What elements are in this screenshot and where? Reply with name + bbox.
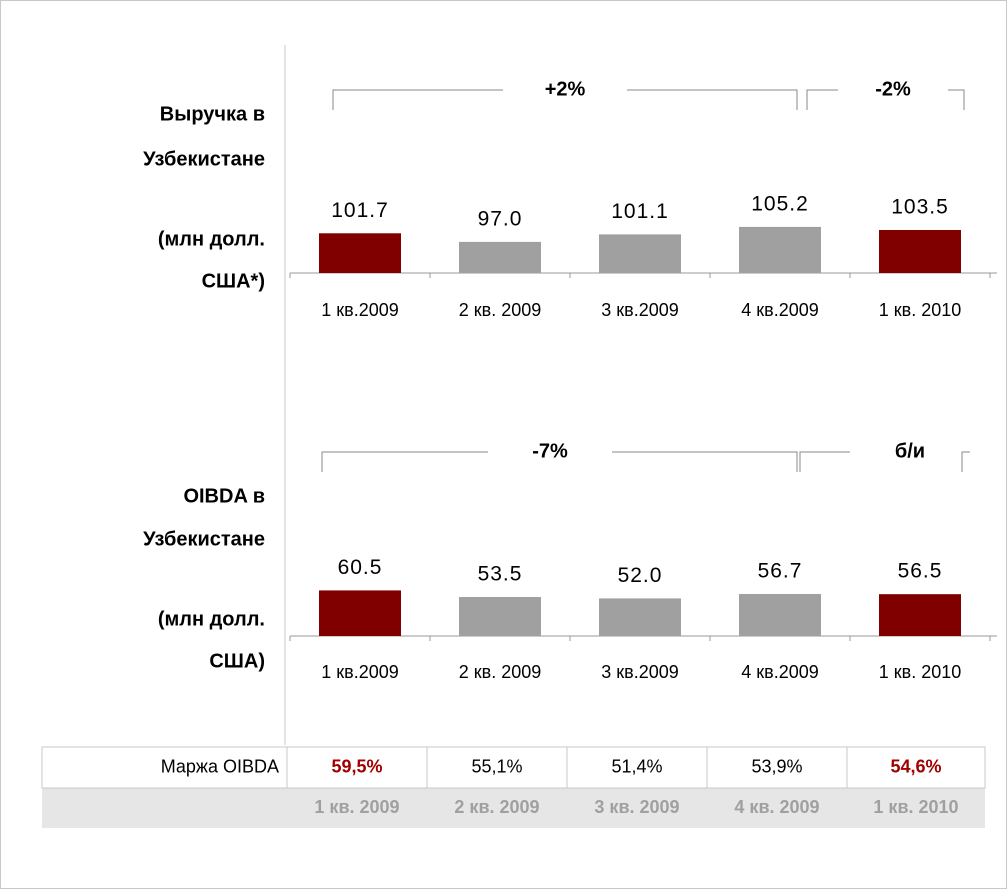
table-text: 51,4% [611, 756, 662, 776]
bracket [332, 89, 798, 110]
x-tick-label: 1 кв. 2010 [879, 662, 962, 682]
chart-unit: (млн долл. [158, 228, 265, 250]
bracket [806, 89, 965, 110]
table-footer-bg [42, 788, 985, 828]
x-tick-label: 3 кв.2009 [601, 662, 679, 682]
value-label: 101.7 [331, 199, 389, 222]
x-tick-label: 3 кв.2009 [601, 300, 679, 320]
x-tick-label: 1 кв.2009 [321, 662, 399, 682]
table-text: 4 кв. 2009 [734, 797, 819, 817]
chart-label: Выручка в [160, 103, 265, 125]
bar [319, 233, 401, 273]
table-text: 53,9% [751, 756, 802, 776]
annotation: +2% [545, 78, 586, 100]
x-tick-label: 1 кв.2009 [321, 300, 399, 320]
bracket [321, 451, 798, 472]
table-text: 59,5% [331, 756, 382, 776]
value-label: 101.1 [611, 200, 669, 223]
bar [739, 226, 821, 273]
chart-label: Узбекистане [143, 528, 265, 550]
table-text: 3 кв. 2009 [594, 797, 679, 817]
x-tick-label: 2 кв. 2009 [459, 662, 542, 682]
chart-unit: (млн долл. [158, 608, 265, 630]
chart-unit: США*) [202, 270, 265, 292]
table-text: 2 кв. 2009 [454, 797, 539, 817]
value-label: 105.2 [751, 192, 809, 215]
x-tick-label: 4 кв.2009 [741, 662, 819, 682]
bar [459, 596, 541, 636]
value-label: 97.0 [478, 207, 523, 230]
table-text: 54,6% [890, 756, 941, 776]
annotation: б/и [895, 440, 925, 462]
table-text: 55,1% [471, 756, 522, 776]
table-text: 1 кв. 2010 [873, 797, 958, 817]
bar [319, 590, 401, 636]
bar [599, 234, 681, 273]
bar [739, 593, 821, 636]
table-text: Маржа OIBDA [161, 756, 279, 776]
bar [879, 594, 961, 636]
bracket [799, 451, 970, 472]
value-label: 103.5 [891, 196, 949, 219]
bar [879, 229, 961, 273]
x-tick-label: 2 кв. 2009 [459, 300, 542, 320]
bar [459, 241, 541, 273]
table-text: 1 кв. 2009 [314, 797, 399, 817]
x-tick-label: 4 кв.2009 [741, 300, 819, 320]
value-label: 53.5 [478, 563, 523, 586]
chart-unit: США) [209, 650, 265, 672]
chart-label: OIBDA в [183, 485, 265, 507]
chart-label: Узбекистане [143, 148, 265, 170]
table-cell [846, 746, 986, 789]
x-tick-label: 1 кв. 2010 [879, 300, 962, 320]
annotation: -7% [532, 440, 568, 462]
annotation: -2% [875, 78, 911, 100]
value-label: 60.5 [338, 556, 383, 579]
value-label: 56.5 [898, 560, 943, 583]
value-label: 52.0 [618, 564, 663, 587]
value-label: 56.7 [758, 560, 803, 583]
bar [599, 598, 681, 636]
